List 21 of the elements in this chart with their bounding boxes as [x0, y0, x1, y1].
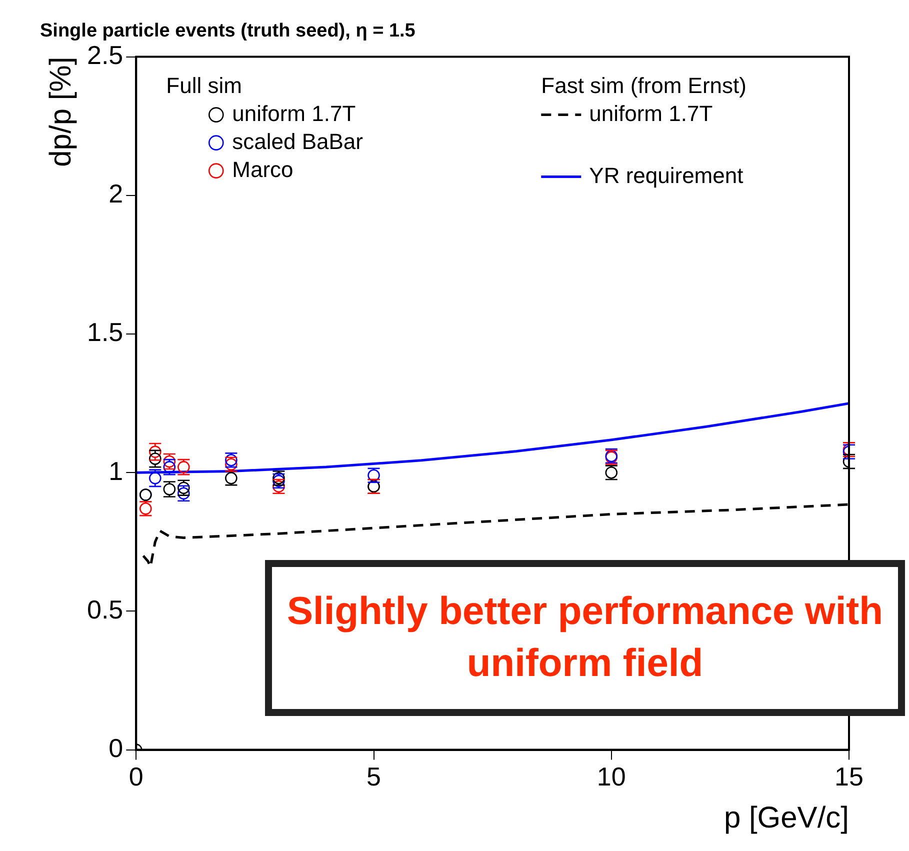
x-tick-label: 5	[366, 762, 381, 792]
chart-title: Single particle events (truth seed), η = 1.5	[40, 20, 416, 42]
legend-label: YR requirement	[589, 162, 744, 188]
annotation: Full sim	[166, 72, 242, 98]
y-tick-label: 2	[108, 178, 124, 209]
legend-label: Marco	[232, 156, 294, 182]
y-tick-label: 0.5	[86, 594, 124, 624]
x-tick-label: 15	[834, 762, 864, 792]
x-tick-label: 0	[128, 762, 144, 792]
legend-label: uniform 1.7T	[589, 100, 713, 126]
annotation: Slightly better performance with uniform field	[265, 560, 905, 716]
y-axis-title: dp/p [%]	[44, 56, 78, 167]
annotation: Fast sim (from Ernst)	[541, 72, 746, 98]
legend-label: uniform 1.7T	[232, 100, 356, 126]
y-tick-label: 1.5	[86, 317, 124, 348]
y-tick-label: 1	[108, 456, 124, 486]
legend-label: scaled BaBar	[232, 128, 364, 154]
y-tick-label: 2.5	[86, 40, 124, 70]
x-tick-label: 10	[596, 762, 626, 792]
y-tick-label: 0	[108, 732, 124, 763]
x-axis-title: p [GeV/c]	[724, 801, 849, 834]
